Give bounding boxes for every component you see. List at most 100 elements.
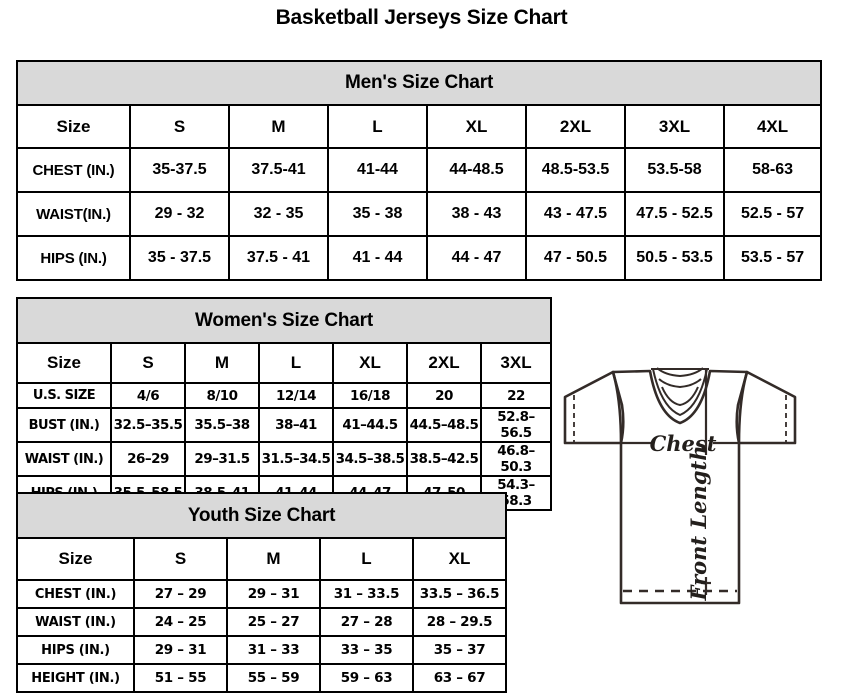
table-row: BUST (IN.) 32.5–35.5 35.5–38 38–41 41–44… (16, 407, 553, 443)
youth-header-xl: XL (411, 537, 508, 581)
mens-waist-l: 35 - 38 (327, 191, 428, 237)
youth-waist-m: 25 – 27 (226, 607, 321, 637)
collar-rib-line-2 (658, 378, 702, 389)
youth-header-s: S (133, 537, 228, 581)
mens-waist-m: 32 - 35 (228, 191, 329, 237)
mens-header-m: M (228, 104, 329, 149)
jersey-body-shape (611, 369, 749, 605)
womens-bust-2xl: 44.5–48.5 (406, 407, 482, 443)
mens-header-l: L (327, 104, 428, 149)
youth-chest-l: 31 – 33.5 (319, 579, 414, 609)
youth-chart-banner: Youth Size Chart (15, 492, 508, 539)
table-row: CHEST (IN.) 35-37.5 37.5-41 41-44 44-48.… (16, 147, 823, 193)
youth-hips-l: 33 – 35 (319, 635, 414, 665)
youth-hips-xl: 35 – 37 (411, 635, 508, 665)
youth-row-label-chest: CHEST (IN.) (16, 579, 135, 609)
youth-chest-xl: 33.5 – 36.5 (411, 579, 508, 609)
collar-rib-line-3 (661, 386, 699, 407)
table-banner-row: Youth Size Chart (15, 492, 508, 539)
mens-header-4xl: 4XL (722, 104, 823, 149)
youth-waist-xl: 28 – 29.5 (411, 607, 508, 637)
table-row: U.S. SIZE 4/6 8/10 12/14 16/18 20 22 (16, 382, 553, 409)
youth-header-l: L (319, 537, 414, 581)
womens-header-size: Size (16, 342, 112, 384)
youth-hips-m: 31 – 33 (226, 635, 321, 665)
womens-header-xl: XL (332, 342, 408, 384)
youth-header-m: M (226, 537, 321, 581)
womens-waist-3xl: 46.8–50.3 (479, 441, 553, 477)
mens-header-xl: XL (426, 104, 527, 149)
jersey-measurement-diagram: Chest Front Length (525, 345, 835, 645)
youth-chest-s: 27 – 29 (133, 579, 228, 609)
womens-waist-2xl: 38.5–42.5 (406, 441, 482, 477)
mens-header-3xl: 3XL (624, 104, 725, 149)
mens-chest-4xl: 58-63 (722, 147, 823, 193)
youth-height-s: 51 – 55 (133, 663, 228, 693)
table-row: WAIST (IN.) 26–29 29–31.5 31.5–34.5 34.5… (16, 441, 553, 477)
mens-chest-m: 37.5-41 (228, 147, 329, 193)
page-title: Basketball Jerseys Size Chart (275, 6, 568, 29)
collar-outer-line (652, 368, 708, 417)
youth-height-m: 55 – 59 (226, 663, 321, 693)
womens-header-s: S (110, 342, 186, 384)
mens-hips-3xl: 50.5 - 53.5 (624, 235, 725, 281)
mens-chest-3xl: 53.5-58 (624, 147, 725, 193)
mens-chest-l: 41-44 (327, 147, 428, 193)
womens-bust-xl: 41–44.5 (332, 407, 408, 443)
womens-waist-l: 31.5–34.5 (258, 441, 334, 477)
mens-waist-3xl: 47.5 - 52.5 (624, 191, 725, 237)
table-header-row: Size S M L XL (16, 537, 508, 581)
womens-us-size-l: 12/14 (258, 382, 334, 409)
mens-row-label-waist: WAIST(IN.) (16, 191, 131, 237)
womens-waist-s: 26–29 (110, 441, 186, 477)
mens-hips-m: 37.5 - 41 (228, 235, 329, 281)
mens-chest-2xl: 48.5-53.5 (525, 147, 626, 193)
mens-waist-4xl: 52.5 - 57 (722, 191, 823, 237)
mens-chest-s: 35-37.5 (129, 147, 230, 193)
youth-row-label-hips: HIPS (IN.) (16, 635, 135, 665)
mens-header-s: S (129, 104, 230, 149)
table-row: WAIST (IN.) 24 – 25 25 – 27 27 – 28 28 –… (16, 607, 508, 637)
youth-height-xl: 63 – 67 (411, 663, 508, 693)
youth-size-chart-table: Youth Size Chart Size S M L XL CHEST (IN… (15, 492, 508, 693)
womens-row-label-us-size: U.S. SIZE (16, 382, 112, 409)
mens-waist-s: 29 - 32 (129, 191, 230, 237)
mens-hips-s: 35 - 37.5 (129, 235, 230, 281)
womens-waist-xl: 34.5–38.5 (332, 441, 408, 477)
mens-waist-xl: 38 - 43 (426, 191, 527, 237)
table-header-row: Size S M L XL 2XL 3XL 4XL (16, 104, 823, 149)
youth-row-label-height: HEIGHT (IN.) (16, 663, 135, 693)
womens-header-2xl: 2XL (406, 342, 482, 384)
womens-us-size-3xl: 22 (479, 382, 553, 409)
mens-header-size: Size (16, 104, 131, 149)
womens-us-size-s: 4/6 (110, 382, 186, 409)
womens-header-3xl: 3XL (479, 342, 553, 384)
table-row: HIPS (IN.) 29 – 31 31 – 33 33 – 35 35 – … (16, 635, 508, 665)
table-row: HEIGHT (IN.) 51 – 55 55 – 59 59 – 63 63 … (16, 663, 508, 693)
womens-chart-banner: Women's Size Chart (15, 297, 553, 344)
mens-row-label-hips: HIPS (IN.) (16, 235, 131, 281)
mens-row-label-chest: CHEST (IN.) (16, 147, 131, 193)
mens-hips-xl: 44 - 47 (426, 235, 527, 281)
womens-bust-s: 32.5–35.5 (110, 407, 186, 443)
table-banner-row: Men's Size Chart (15, 60, 823, 106)
table-row: WAIST(IN.) 29 - 32 32 - 35 35 - 38 38 - … (16, 191, 823, 237)
womens-header-l: L (258, 342, 334, 384)
front-length-measure-label: Front Length (686, 446, 711, 602)
mens-hips-2xl: 47 - 50.5 (525, 235, 626, 281)
table-header-row: Size S M L XL 2XL 3XL (16, 342, 553, 384)
mens-hips-4xl: 53.5 - 57 (722, 235, 823, 281)
womens-waist-m: 29–31.5 (184, 441, 260, 477)
mens-waist-2xl: 43 - 47.5 (525, 191, 626, 237)
womens-header-m: M (184, 342, 260, 384)
mens-hips-l: 41 - 44 (327, 235, 428, 281)
youth-hips-s: 29 – 31 (133, 635, 228, 665)
womens-row-label-waist: WAIST (IN.) (16, 441, 112, 477)
womens-us-size-2xl: 20 (406, 382, 482, 409)
womens-row-label-bust: BUST (IN.) (16, 407, 112, 443)
mens-chest-xl: 44-48.5 (426, 147, 527, 193)
youth-waist-l: 27 – 28 (319, 607, 414, 637)
womens-bust-l: 38–41 (258, 407, 334, 443)
youth-row-label-waist: WAIST (IN.) (16, 607, 135, 637)
womens-bust-3xl: 52.8–56.5 (479, 407, 553, 443)
